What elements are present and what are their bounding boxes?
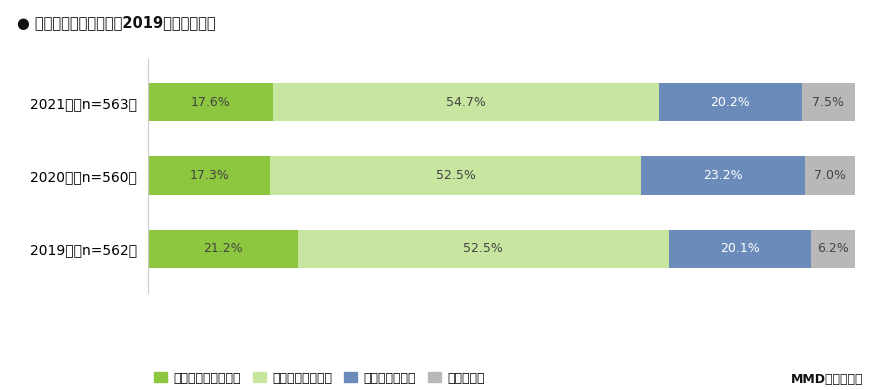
Text: 20.1%: 20.1%	[720, 242, 760, 255]
Text: 54.7%: 54.7%	[446, 96, 486, 109]
Bar	[148, 230, 298, 268]
Bar	[298, 230, 669, 268]
Legend: かなり依存している, やや依存している, 依存していない, わからない: かなり依存している, やや依存している, 依存していない, わからない	[154, 372, 485, 385]
Bar	[273, 83, 659, 121]
Bar	[811, 230, 855, 268]
Bar	[801, 83, 855, 121]
Text: 7.0%: 7.0%	[814, 169, 846, 182]
Bar	[148, 83, 273, 121]
Bar	[270, 156, 641, 195]
Bar	[641, 156, 805, 195]
Text: ● スマホ依存の自覚　〷2019年からの比較: ● スマホ依存の自覚 〷2019年からの比較	[17, 16, 216, 30]
Text: 52.5%: 52.5%	[463, 242, 503, 255]
Bar	[805, 156, 855, 195]
Text: 17.6%: 17.6%	[190, 96, 230, 109]
Bar	[659, 83, 801, 121]
Text: 52.5%: 52.5%	[436, 169, 476, 182]
Bar	[148, 156, 270, 195]
Bar	[669, 230, 811, 268]
Text: 20.2%: 20.2%	[711, 96, 750, 109]
Text: 7.5%: 7.5%	[812, 96, 844, 109]
Text: 17.3%: 17.3%	[189, 169, 229, 182]
Text: 6.2%: 6.2%	[817, 242, 848, 255]
Text: 23.2%: 23.2%	[704, 169, 743, 182]
Text: MMD研究所調べ: MMD研究所調べ	[791, 373, 863, 386]
Text: 21.2%: 21.2%	[203, 242, 243, 255]
